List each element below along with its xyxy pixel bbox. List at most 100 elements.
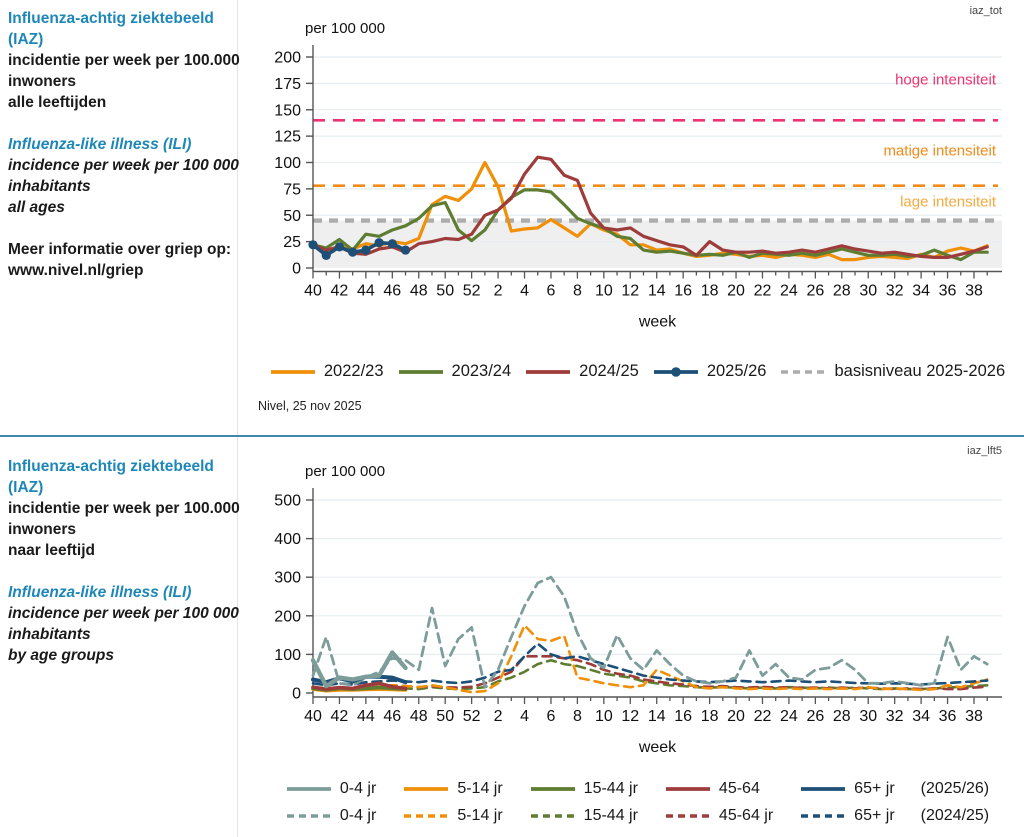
legend-label: basisniveau 2025-2026	[834, 362, 1006, 380]
svg-text:42: 42	[331, 708, 349, 725]
svg-text:38: 38	[965, 283, 983, 300]
legend-label: 2023/24	[451, 362, 512, 380]
svg-text:200: 200	[274, 50, 301, 67]
svg-text:per 100 000: per 100 000	[305, 463, 385, 480]
bottom-info-en: Influenza-like illness (ILI) incidence p…	[8, 582, 240, 666]
top-line2-en: inhabitants	[8, 178, 91, 195]
svg-text:per 100 000: per 100 000	[305, 20, 385, 37]
svg-text:125: 125	[274, 129, 301, 146]
svg-text:300: 300	[274, 570, 301, 587]
svg-text:34: 34	[912, 708, 930, 725]
bottom-line2-nl: inwoners	[8, 521, 77, 538]
legend-swatch	[781, 369, 826, 374]
legend-swatch	[530, 814, 575, 818]
svg-text:50: 50	[436, 283, 454, 300]
legend-swatch	[404, 787, 449, 791]
svg-text:16: 16	[674, 283, 692, 300]
svg-text:44: 44	[357, 708, 375, 725]
bottom-title-nl: Influenza-achtig ziektebeeld (IAZ)	[8, 458, 214, 496]
legend-swatch	[398, 369, 443, 374]
svg-text:22: 22	[754, 283, 772, 300]
svg-text:100: 100	[274, 155, 301, 172]
svg-text:8: 8	[573, 708, 582, 725]
svg-text:week: week	[638, 739, 677, 756]
svg-text:48: 48	[410, 708, 428, 725]
svg-text:175: 175	[274, 76, 301, 93]
legend-label: 2024/25	[579, 362, 639, 380]
legend-swatch	[801, 787, 846, 791]
svg-text:48: 48	[410, 283, 428, 300]
legend-label: 0-4 jr	[339, 807, 377, 824]
svg-text:8: 8	[573, 283, 582, 300]
svg-text:6: 6	[547, 283, 556, 300]
panel-divider	[0, 435, 1024, 437]
legend-label: 0-4 jr	[339, 780, 377, 797]
svg-text:20: 20	[727, 283, 745, 300]
legend-swatch	[404, 814, 449, 818]
svg-text:50: 50	[283, 208, 301, 225]
svg-text:4: 4	[520, 708, 529, 725]
more-info-label: Meer informatie over griep op:	[8, 241, 232, 258]
svg-text:20: 20	[727, 708, 745, 725]
column-divider	[237, 0, 238, 837]
legend-swatch	[801, 814, 846, 818]
legend-swatch	[530, 787, 575, 791]
svg-text:matige intensiteit: matige intensiteit	[883, 143, 996, 160]
svg-text:40: 40	[304, 708, 322, 725]
svg-text:iaz_lft5: iaz_lft5	[967, 445, 1002, 457]
bottom-line3-nl: naar leeftijd	[8, 542, 95, 559]
svg-text:32: 32	[886, 283, 904, 300]
iaz-total-chart: hoge intensiteit matige intensiteit lage i…	[274, 5, 1002, 331]
legend-label: 2025/26	[706, 362, 767, 380]
legend-item: 45-64	[664, 780, 773, 798]
svg-text:34: 34	[912, 283, 930, 300]
svg-text:10: 10	[595, 708, 613, 725]
bottom-line1-nl: incidentie per week per 100.000	[8, 500, 240, 517]
legend-swatch	[270, 369, 315, 374]
top-title-en: Influenza-like illness (ILI)	[8, 136, 192, 153]
svg-text:52: 52	[463, 283, 481, 300]
svg-text:10: 10	[595, 283, 613, 300]
svg-text:0: 0	[292, 261, 301, 278]
svg-text:22: 22	[754, 708, 772, 725]
legend-label: 15-44 jr	[583, 807, 638, 824]
legend-item: 2023/24	[397, 362, 512, 381]
svg-text:52: 52	[463, 708, 481, 725]
legend-item: 5-14 jr	[402, 780, 503, 798]
svg-text:lage intensiteit: lage intensiteit	[900, 194, 997, 211]
svg-text:75: 75	[283, 181, 301, 198]
svg-text:30: 30	[859, 708, 877, 725]
legend-item: 0-4 jr	[285, 807, 376, 825]
legend-item: 15-44 jr	[529, 780, 638, 798]
svg-text:6: 6	[547, 708, 556, 725]
legend-label: 5-14 jr	[457, 807, 503, 824]
bottom-title-en: Influenza-like illness (ILI)	[8, 584, 192, 601]
svg-text:50: 50	[436, 708, 454, 725]
nivel-griep-link[interactable]: www.nivel.nl/griep	[8, 262, 144, 279]
top-title-nl: Influenza-achtig ziektebeeld (IAZ)	[8, 10, 214, 48]
bottom-info: Influenza-achtig ziektebeeld (IAZ) incid…	[8, 456, 240, 687]
svg-text:24: 24	[780, 708, 798, 725]
legend-item: 0-4 jr	[285, 780, 376, 798]
svg-text:400: 400	[274, 531, 301, 548]
bottom-line2-en: inhabitants	[8, 626, 91, 643]
legend-item: 65+ jr	[799, 780, 895, 798]
legend-swatch	[526, 369, 571, 374]
legend-item: 5-14 jr	[402, 807, 503, 825]
svg-text:32: 32	[886, 708, 904, 725]
legend-item: 2024/25	[524, 362, 639, 381]
svg-text:30: 30	[859, 283, 877, 300]
top-legend: 2022/23 2023/24 2024/25 2025/26 basisniveau …	[250, 362, 1024, 381]
legend-label: 45-64	[718, 780, 760, 797]
bottom-line3-en: by age groups	[8, 647, 114, 664]
bottom-legend: 0-4 jr 5-14 jr 15-44 jr 45-64 65+ jr (2025/26…	[250, 780, 1024, 825]
top-info-nl: Influenza-achtig ziektebeeld (IAZ) incid…	[8, 8, 240, 113]
svg-text:40: 40	[304, 283, 322, 300]
legend-item: 2025/26	[652, 362, 767, 381]
svg-text:12: 12	[621, 283, 639, 300]
top-info-en: Influenza-like illness (ILI) incidence p…	[8, 134, 240, 218]
svg-text:24: 24	[780, 283, 798, 300]
svg-text:18: 18	[701, 708, 719, 725]
